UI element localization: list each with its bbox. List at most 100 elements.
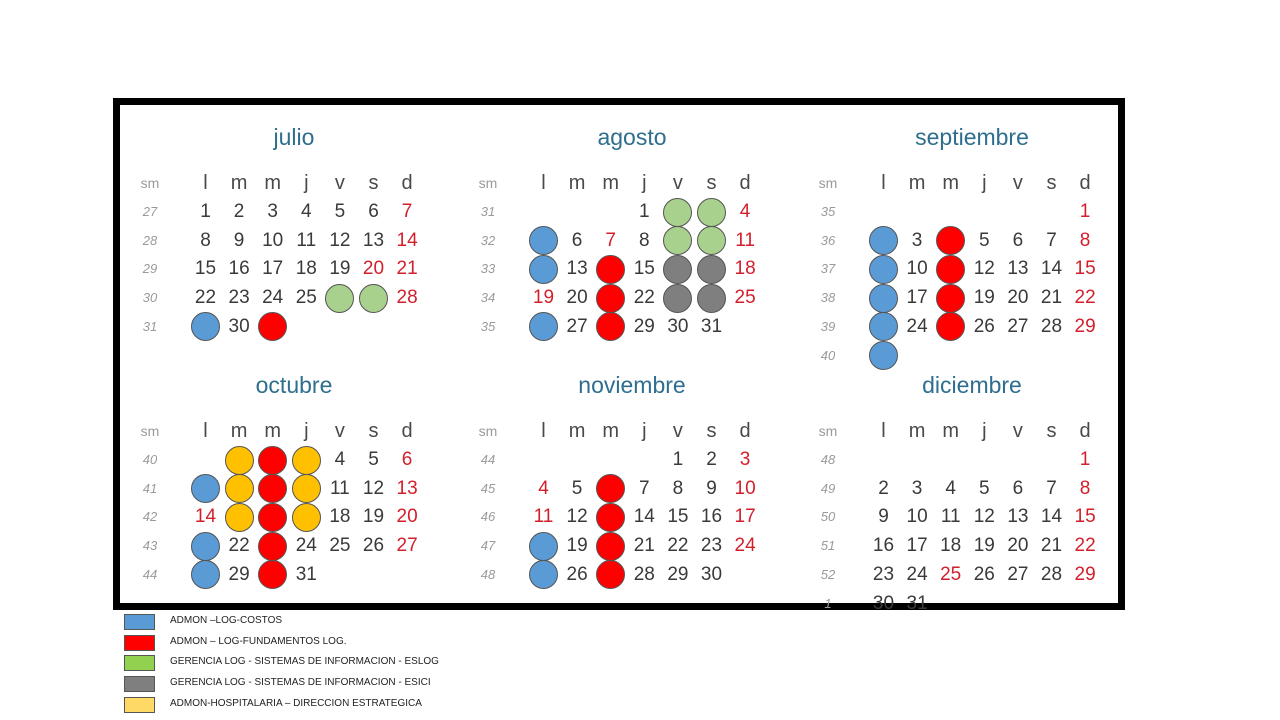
day-cell[interactable]: 5 [979,229,990,251]
day-cell[interactable]: 7 [1046,229,1057,251]
day-cell[interactable]: 12 [362,477,385,499]
day-cell[interactable]: 21 [633,535,655,557]
day-cell[interactable]: 24 [906,315,928,337]
day-cell[interactable]: 26 [566,563,588,585]
day-cell[interactable]: 6 [401,449,413,470]
day-cell[interactable]: 22 [228,535,250,557]
day-cell[interactable]: 2 [233,201,245,222]
day-cell[interactable]: 3 [267,201,278,222]
day-cell[interactable]: 27 [1007,563,1029,585]
day-cell[interactable]: 16 [700,506,723,528]
day-cell[interactable]: 14 [396,229,418,251]
day-cell[interactable]: 7 [401,201,413,222]
day-cell[interactable]: 1 [639,201,650,222]
day-cell[interactable]: 25 [734,287,756,309]
day-cell[interactable]: 20 [396,506,418,528]
day-cell[interactable]: 17 [906,287,928,309]
day-cell[interactable]: 6 [1012,477,1024,499]
day-cell[interactable]: 22 [1074,287,1096,309]
day-cell[interactable]: 28 [1040,563,1063,585]
day-cell[interactable]: 8 [200,229,211,251]
day-cell[interactable]: 19 [566,535,588,557]
day-cell[interactable]: 30 [700,563,723,585]
day-cell[interactable]: 13 [362,229,385,251]
day-cell[interactable]: 5 [979,477,990,499]
day-cell[interactable]: 8 [672,477,684,499]
day-cell[interactable]: 30 [228,315,250,337]
day-cell[interactable]: 22 [1074,535,1096,557]
day-cell[interactable]: 22 [667,535,689,557]
day-cell[interactable]: 3 [911,477,923,499]
day-cell[interactable]: 12 [566,506,588,528]
day-cell[interactable]: 1 [1079,449,1091,470]
day-cell[interactable]: 11 [735,229,755,251]
day-cell[interactable]: 7 [639,477,650,499]
day-cell[interactable]: 5 [571,477,583,499]
day-cell[interactable]: 17 [906,535,928,557]
day-cell[interactable]: 28 [1040,315,1063,337]
day-cell[interactable]: 2 [706,449,717,470]
day-cell[interactable]: 20 [362,258,385,280]
day-cell[interactable]: 30 [872,592,895,614]
day-cell[interactable]: 9 [706,477,717,499]
day-cell[interactable]: 1 [672,449,684,470]
day-cell[interactable]: 14 [1040,258,1063,280]
day-cell[interactable]: 10 [906,506,928,528]
day-cell[interactable]: 19 [362,506,385,528]
day-cell[interactable]: 25 [329,535,351,557]
day-cell[interactable]: 6 [1012,229,1024,251]
day-cell[interactable]: 16 [228,258,250,280]
day-cell[interactable]: 4 [301,201,312,222]
day-cell[interactable]: 20 [1007,535,1029,557]
day-cell[interactable]: 31 [295,563,317,585]
day-cell[interactable]: 31 [700,315,723,337]
day-cell[interactable]: 18 [329,506,351,528]
day-cell[interactable]: 22 [633,287,655,309]
day-cell[interactable]: 8 [1079,229,1091,251]
day-cell[interactable]: 23 [872,563,895,585]
day-cell[interactable]: 24 [906,563,928,585]
day-cell[interactable]: 10 [906,258,928,280]
day-cell[interactable]: 1 [200,201,211,222]
day-cell[interactable]: 16 [872,535,895,557]
day-cell[interactable]: 4 [945,477,956,499]
day-cell[interactable]: 10 [734,477,756,499]
day-cell[interactable]: 9 [233,229,245,251]
day-cell[interactable]: 13 [396,477,418,499]
day-cell[interactable]: 26 [362,535,385,557]
day-cell[interactable]: 6 [368,201,379,222]
day-cell[interactable]: 18 [940,535,962,557]
day-cell[interactable]: 20 [1007,287,1029,309]
day-cell[interactable]: 8 [1079,477,1091,499]
day-cell[interactable]: 25 [295,287,317,309]
day-cell[interactable]: 15 [633,258,655,280]
day-cell[interactable]: 21 [1040,535,1063,557]
day-cell[interactable]: 15 [1074,258,1096,280]
day-cell[interactable]: 19 [973,287,995,309]
day-cell[interactable]: 10 [262,229,284,251]
day-cell[interactable]: 29 [667,563,689,585]
day-cell[interactable]: 15 [667,506,689,528]
day-cell[interactable]: 29 [1074,563,1096,585]
day-cell[interactable]: 15 [194,258,217,280]
day-cell[interactable]: 28 [633,563,655,585]
day-cell[interactable]: 18 [734,258,756,280]
day-cell[interactable]: 8 [639,229,650,251]
day-cell[interactable]: 5 [334,201,346,222]
day-cell[interactable]: 24 [295,535,317,557]
day-cell[interactable]: 7 [605,229,616,251]
day-cell[interactable]: 23 [700,535,723,557]
day-cell[interactable]: 14 [1040,506,1063,528]
day-cell[interactable]: 12 [973,258,995,280]
day-cell[interactable]: 11 [296,229,317,251]
day-cell[interactable]: 15 [1074,506,1096,528]
day-cell[interactable]: 29 [633,315,655,337]
day-cell[interactable]: 24 [262,287,284,309]
day-cell[interactable]: 19 [973,535,995,557]
day-cell[interactable]: 27 [1007,315,1029,337]
day-cell[interactable]: 31 [906,592,928,614]
day-cell[interactable]: 21 [1040,287,1063,309]
day-cell[interactable]: 11 [330,477,350,499]
day-cell[interactable]: 11 [533,506,554,528]
day-cell[interactable]: 24 [734,535,756,557]
